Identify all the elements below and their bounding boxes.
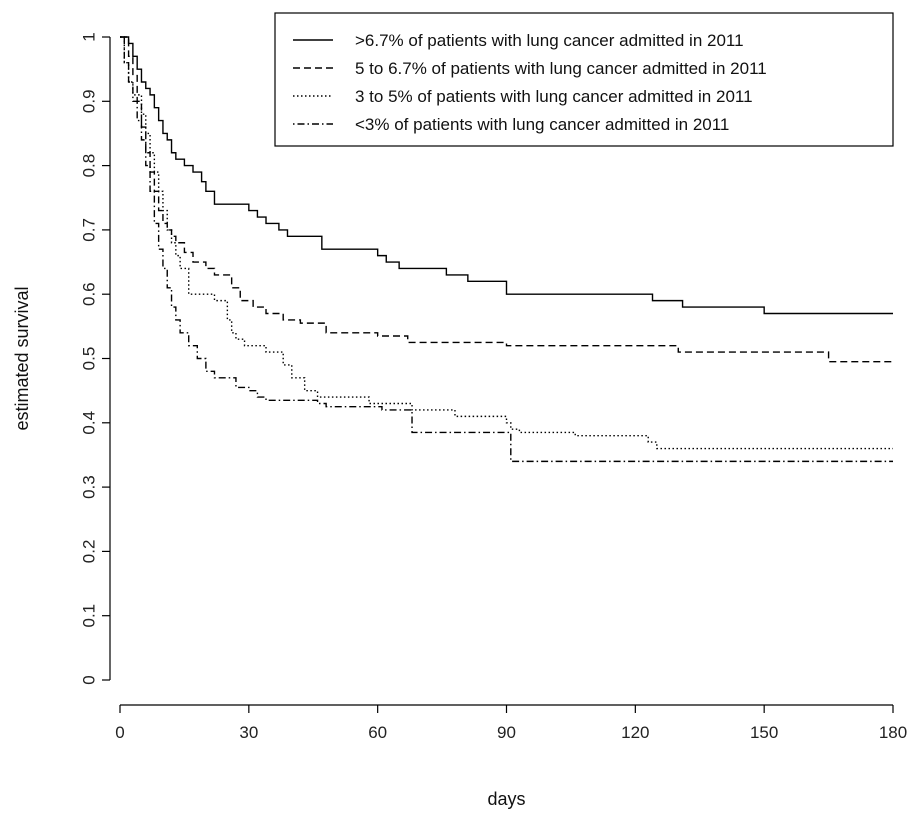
series-line-3 bbox=[120, 36, 893, 450]
y-tick-label: 0.7 bbox=[79, 218, 98, 242]
x-tick-label: 30 bbox=[239, 723, 258, 742]
y-tick-label: 0 bbox=[79, 675, 98, 684]
legend-label-1: >6.7% of patients with lung cancer admit… bbox=[355, 31, 744, 50]
legend-box bbox=[274, 12, 894, 147]
x-tick-label: 90 bbox=[497, 723, 516, 742]
y-tick-label: 0.6 bbox=[79, 282, 98, 306]
axes: 0 0.1 0.2 0.3 0.4 0.5 0.6 0.7 0.8 0.9 1 0 30 60 90 120 1… bbox=[79, 32, 907, 742]
y-tick-label: 0.5 bbox=[79, 347, 98, 371]
y-tick-label: 1 bbox=[79, 32, 98, 41]
series-line-4 bbox=[120, 36, 893, 463]
y-tick-label: 0.3 bbox=[79, 475, 98, 499]
y-tick-label: 0.2 bbox=[79, 540, 98, 564]
x-tick-label: 0 bbox=[115, 723, 124, 742]
y-tick-label: 0.9 bbox=[79, 89, 98, 113]
y-axis-title: estimated survival bbox=[12, 286, 32, 430]
x-tick-label: 120 bbox=[621, 723, 649, 742]
y-tick-label: 0.8 bbox=[79, 154, 98, 178]
legend-label-2: 5 to 6.7% of patients with lung cancer a… bbox=[355, 59, 767, 78]
y-tick-label: 0.1 bbox=[79, 604, 98, 628]
legend-label-4: <3% of patients with lung cancer admitte… bbox=[355, 115, 729, 134]
series-line-2 bbox=[120, 36, 893, 363]
x-tick-label: 180 bbox=[879, 723, 907, 742]
legend: >6.7% of patients with lung cancer admit… bbox=[274, 12, 894, 147]
x-tick-label: 60 bbox=[368, 723, 387, 742]
series-layer bbox=[120, 36, 893, 463]
x-axis-title: days bbox=[487, 789, 525, 809]
series-line-1 bbox=[120, 36, 893, 315]
y-tick-label: 0.4 bbox=[79, 411, 98, 435]
legend-label-3: 3 to 5% of patients with lung cancer adm… bbox=[355, 87, 753, 106]
x-tick-label: 150 bbox=[750, 723, 778, 742]
